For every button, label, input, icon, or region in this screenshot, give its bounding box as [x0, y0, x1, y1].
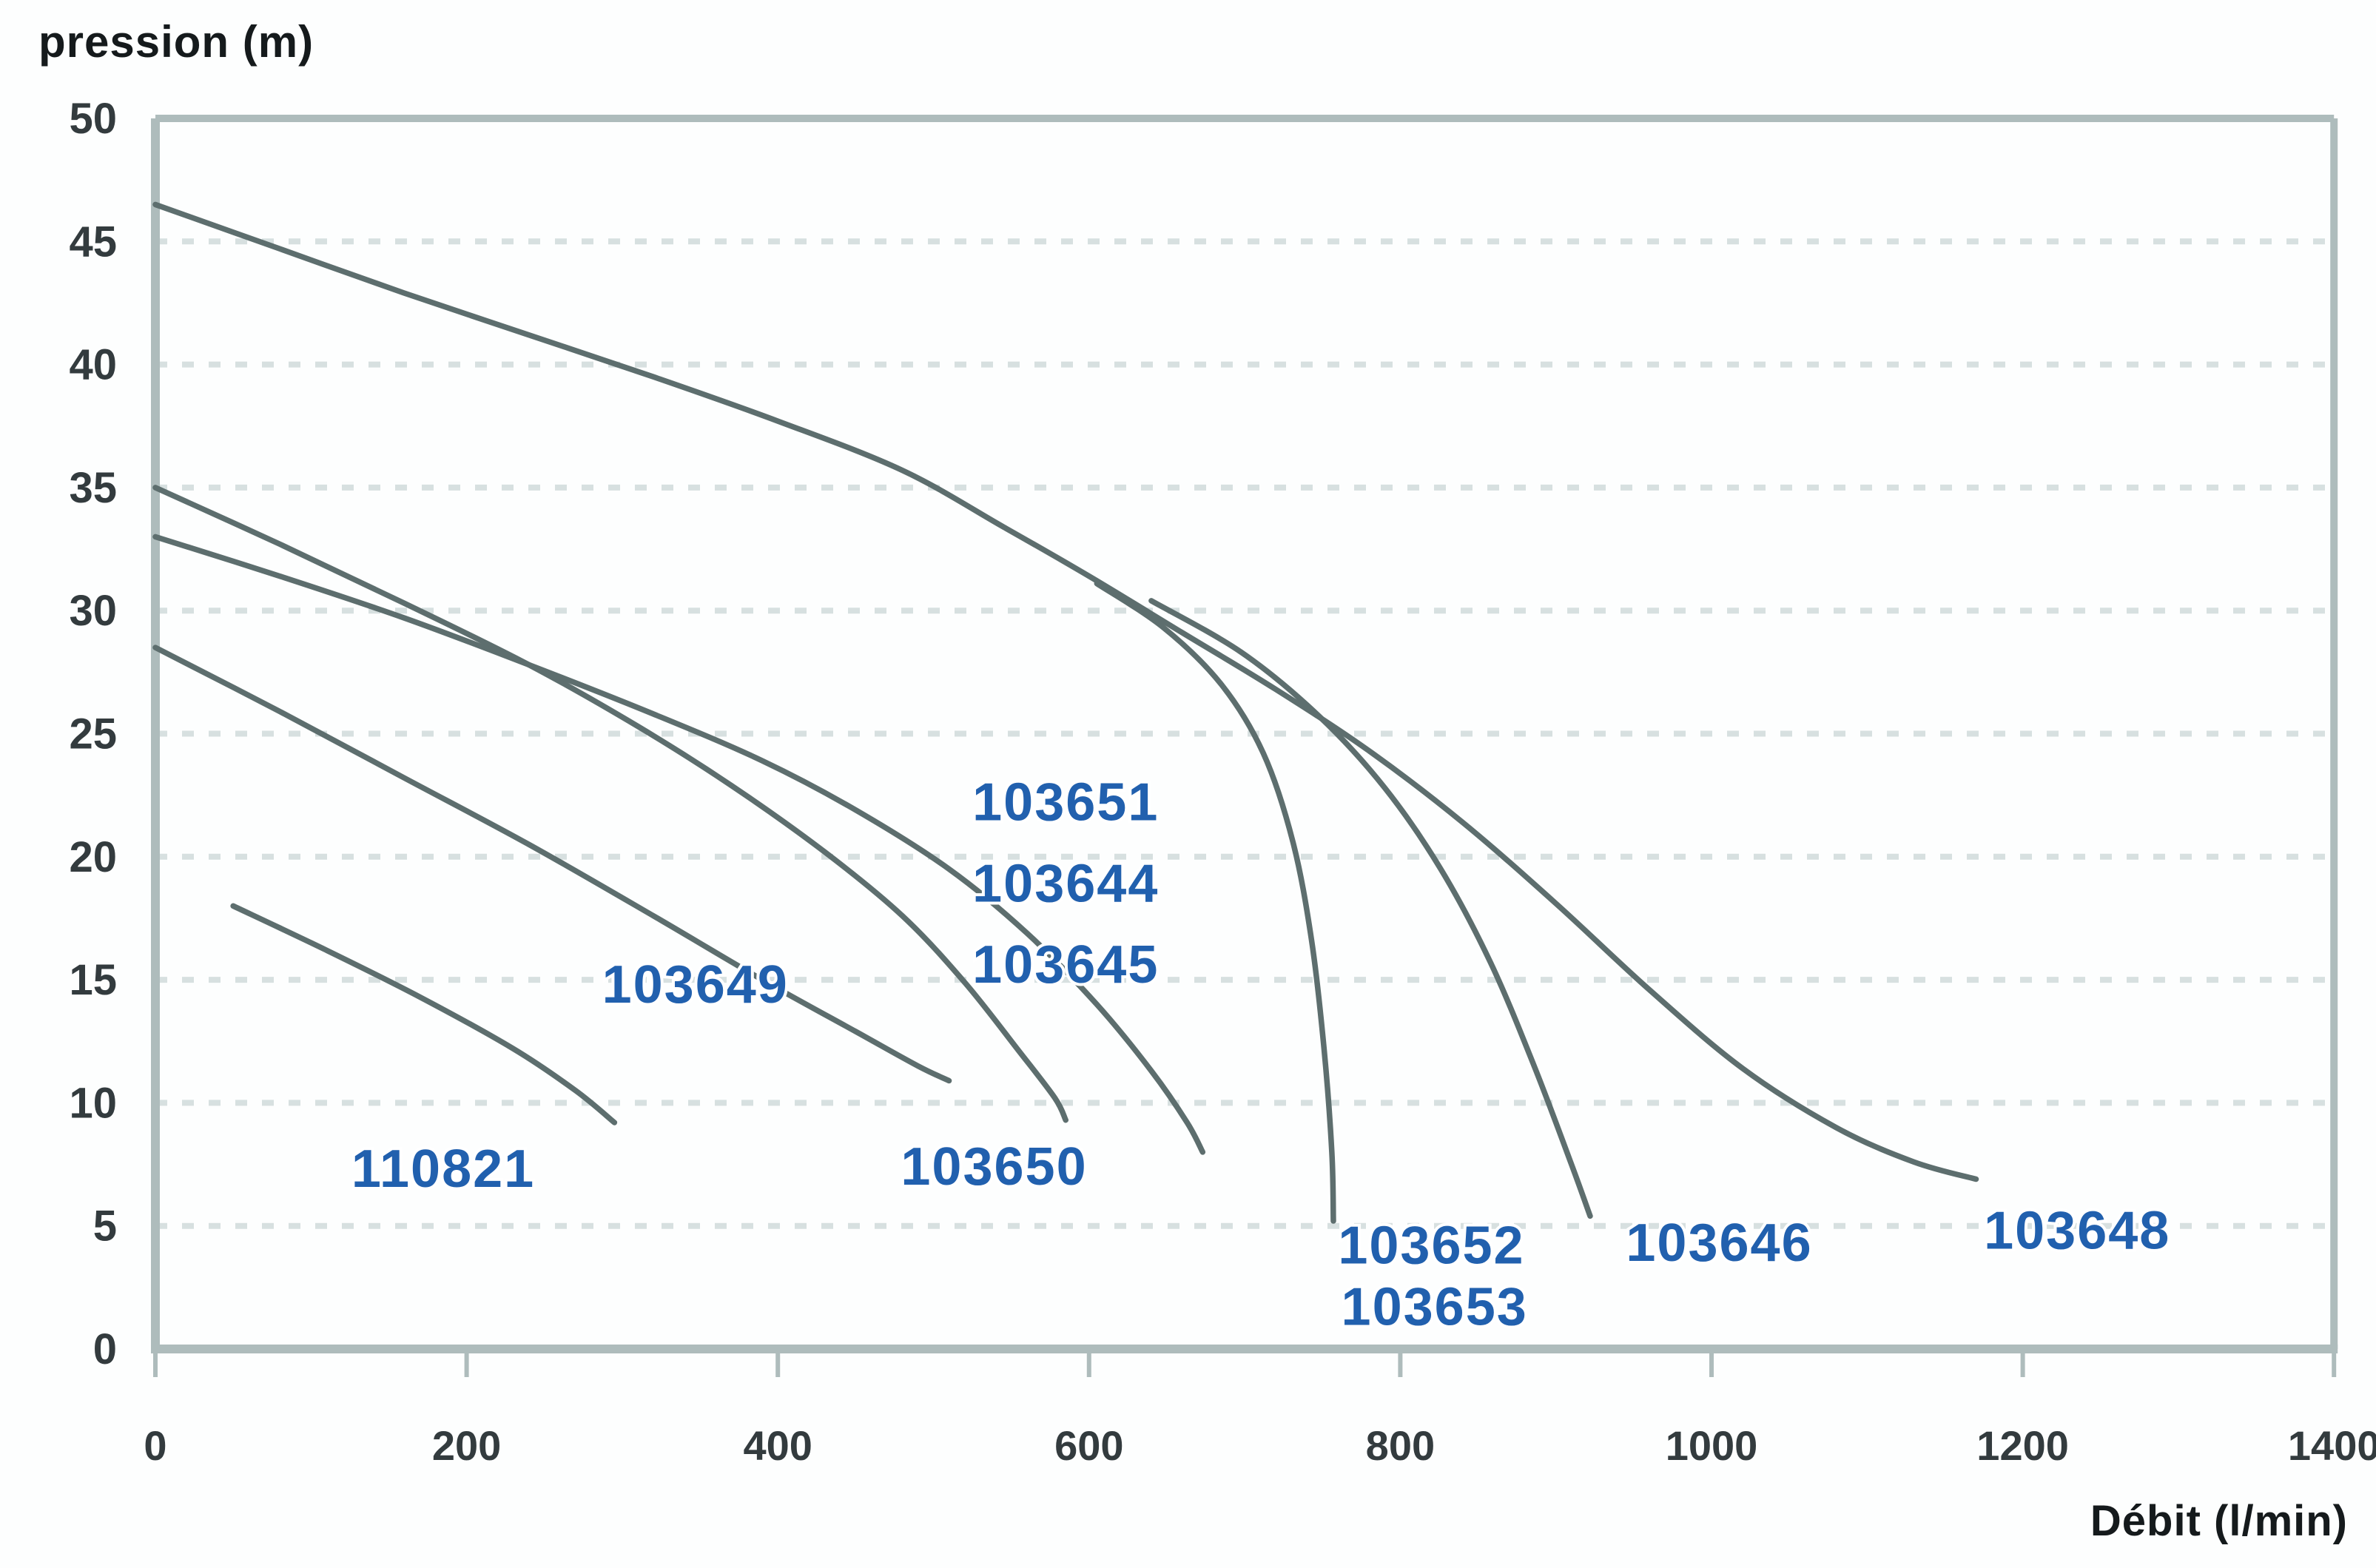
x-tick-label-600: 600	[1054, 1422, 1123, 1469]
curve-label-110821: 110821	[351, 1140, 535, 1199]
curve-label-103653: 103653	[1342, 1277, 1528, 1336]
x-tick-label-0: 0	[144, 1422, 166, 1469]
x-tick-label-1000: 1000	[1666, 1422, 1758, 1469]
curve-label-103646: 103646	[1626, 1214, 1812, 1273]
y-tick-label-25: 25	[69, 710, 117, 758]
y-tick-label-50: 50	[69, 95, 117, 143]
curve-103649	[152, 645, 952, 1084]
curve-label-103650: 103650	[901, 1137, 1087, 1197]
curve-label-103652: 103652	[1338, 1216, 1524, 1275]
y-axis-title: pression (m)	[38, 17, 314, 67]
y-tick-label-45: 45	[69, 218, 117, 266]
curve-label-103644: 103644	[972, 854, 1159, 913]
y-tick-label-40: 40	[69, 341, 117, 389]
x-tick-label-200: 200	[432, 1422, 501, 1469]
x-tick-label-1400: 1400	[2288, 1422, 2376, 1469]
curve-label-103651: 103651	[972, 773, 1159, 832]
x-tick-label-1200: 1200	[1976, 1422, 2069, 1469]
x-axis-title: Débit (l/min)	[2090, 1497, 2348, 1545]
y-tick-label-15: 15	[69, 956, 117, 1004]
curve-103648	[152, 201, 1979, 1182]
y-tick-label-35: 35	[69, 464, 117, 512]
y-tick-label-0: 0	[93, 1325, 117, 1373]
y-tick-label-10: 10	[69, 1079, 117, 1127]
curve-103646	[1148, 598, 1593, 1219]
curve-103650	[152, 485, 1069, 1123]
curve-label-103645: 103645	[972, 935, 1159, 995]
curve-103651-103644-103645	[152, 534, 1206, 1155]
x-tick-label-400: 400	[743, 1422, 812, 1469]
curve-110821	[230, 903, 618, 1125]
curve-label-103648: 103648	[1984, 1201, 2170, 1260]
y-tick-label-30: 30	[69, 587, 117, 635]
y-tick-label-20: 20	[69, 833, 117, 881]
curve-label-103649: 103649	[602, 955, 789, 1015]
x-tick-label-800: 800	[1366, 1422, 1435, 1469]
y-tick-label-5: 5	[93, 1202, 117, 1251]
curve-103652-103653	[1094, 580, 1336, 1224]
